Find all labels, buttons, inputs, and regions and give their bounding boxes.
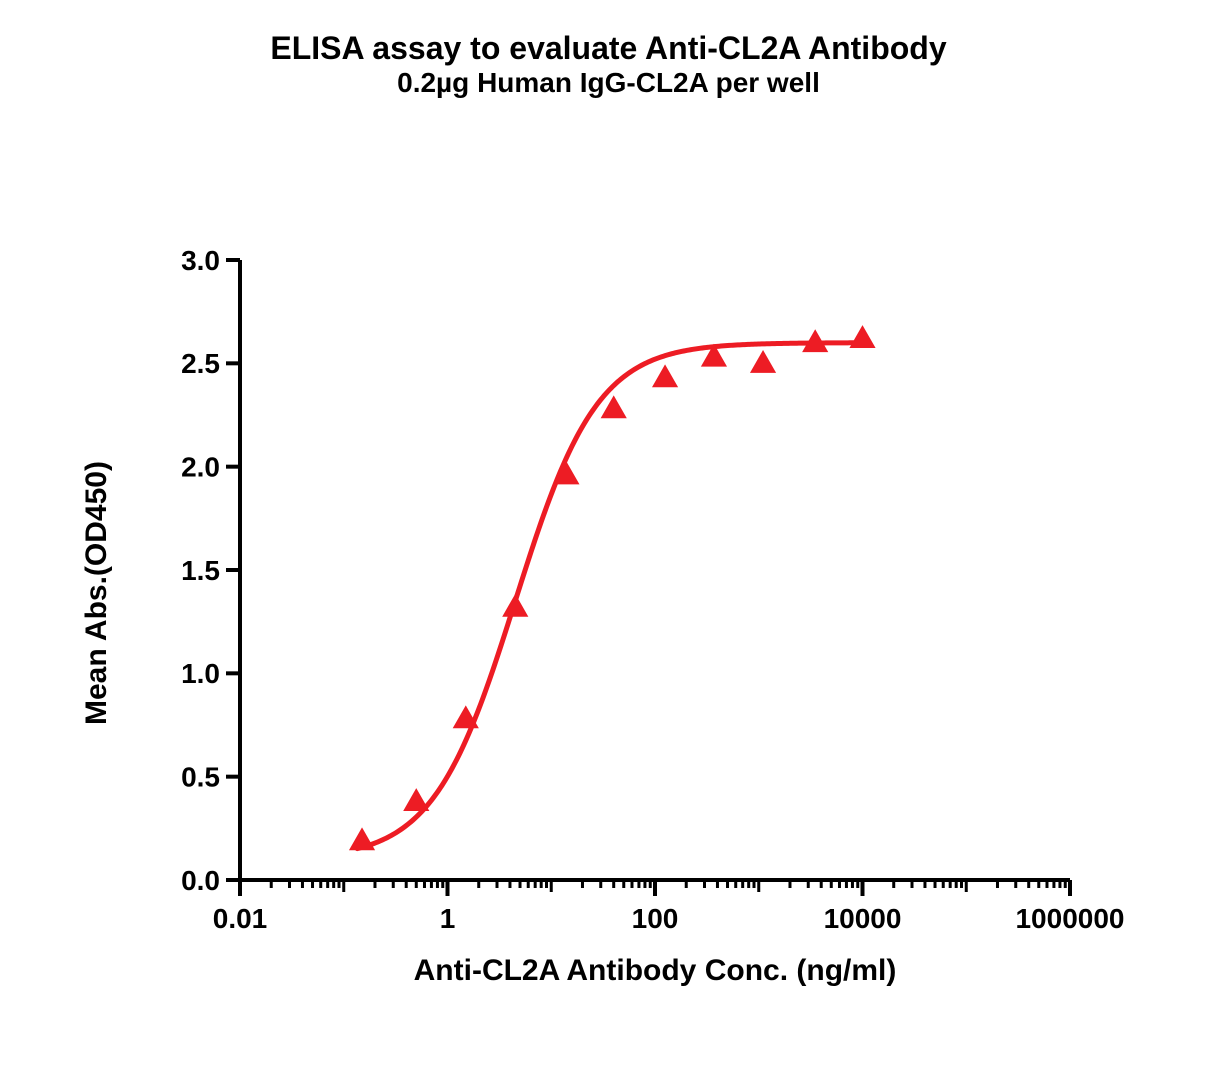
y-tick-label: 1.5 [181,555,220,586]
data-marker [601,396,625,417]
data-marker [503,595,527,616]
y-tick-label: 2.0 [181,451,220,482]
data-marker [404,789,428,810]
elisa-chart: 0.0 0.5 1.0 1.5 2.0 2.5 3.0 0.01 1 100 10000 100000… [150,230,1130,990]
y-tick-label: 2.5 [181,348,220,379]
chart-container: ELISA assay to evaluate Anti-CL2A Antibo… [0,0,1217,1079]
fit-curve [357,343,864,849]
x-tick-label: 1000000 [1015,903,1124,934]
chart-subtitle: 0.2µg Human IgG-CL2A per well [0,67,1217,99]
x-tick-label: 0.01 [213,903,268,934]
data-marker [653,365,677,386]
data-marker [350,828,374,849]
y-axis-label: Mean Abs.(OD450) [80,461,114,725]
y-tick-label: 1.0 [181,658,220,689]
x-tick-label: 100 [632,903,679,934]
x-tick-label: 10000 [824,903,902,934]
y-tick-label: 0.5 [181,761,220,792]
y-tick-label: 3.0 [181,245,220,276]
data-marker [751,351,775,372]
x-tick-label: 1 [440,903,456,934]
y-tick-label: 0.0 [181,865,220,896]
data-marker [850,326,874,347]
title-block: ELISA assay to evaluate Anti-CL2A Antibo… [0,30,1217,99]
chart-title: ELISA assay to evaluate Anti-CL2A Antibo… [0,30,1217,67]
